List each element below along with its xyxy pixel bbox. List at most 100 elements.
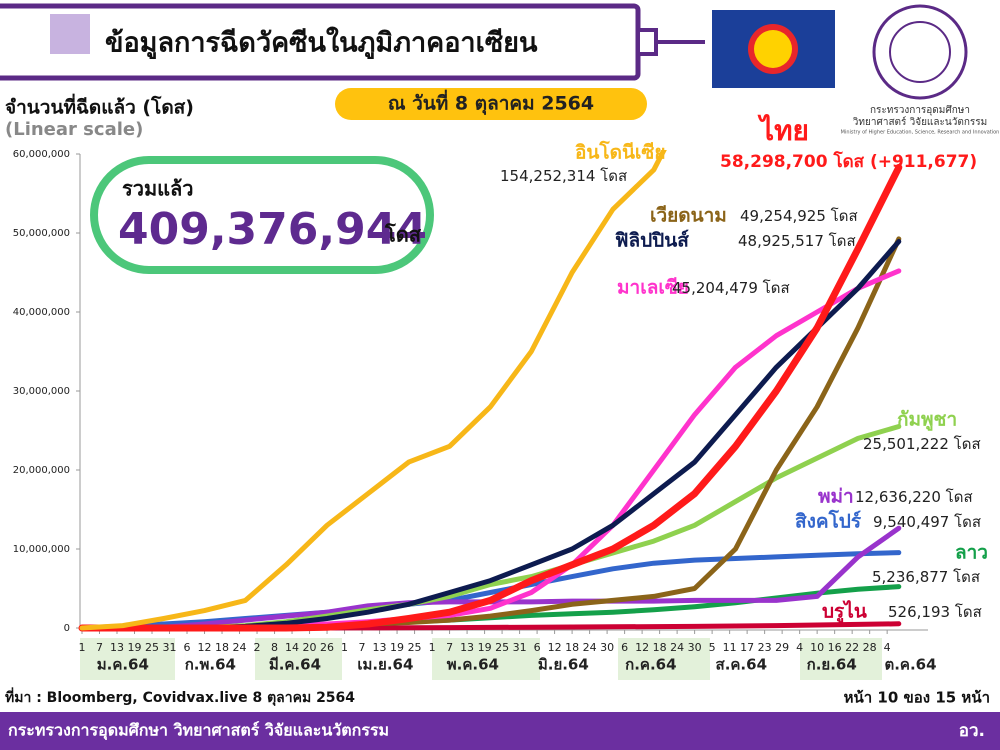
legend-label: เวียดนาม: [650, 205, 727, 227]
y-tick-label: 0: [64, 623, 70, 634]
total-unit: โดส: [384, 223, 422, 247]
x-tick-label: 12: [635, 641, 649, 654]
x-tick-label: 13: [373, 641, 387, 654]
x-tick-label: 19: [390, 641, 404, 654]
value-label: 48,925,517: [738, 232, 824, 250]
y-tick-label: 30,000,000: [13, 386, 70, 397]
y-tick-label: 60,000,000: [13, 149, 70, 160]
value-label: 58,298,700: [720, 152, 828, 172]
series-line: [78, 163, 903, 632]
ministry-logo-inner: [889, 21, 951, 83]
month-label: ก.ค.64: [625, 656, 676, 674]
value-label-group: 25,501,222 โดส: [863, 435, 981, 453]
x-tick-label: 26: [320, 641, 334, 654]
x-tick-label: 18: [653, 641, 667, 654]
value-label: 45,204,479: [672, 279, 758, 297]
footer-ministry: กระทรวงการอุดมศึกษา วิทยาศาสตร์ วิจัยและ…: [8, 721, 389, 741]
ministry-line: กระทรวงการอุดมศึกษา: [870, 104, 970, 116]
unit-label: โดส: [600, 167, 627, 185]
x-tick-label: 1: [341, 641, 348, 654]
x-tick-label: 29: [775, 641, 789, 654]
x-tick-label: 17: [740, 641, 754, 654]
total-value: 409,376,944: [118, 204, 427, 255]
value-label: 9,540,497: [873, 513, 949, 531]
value-label-group: 526,193 โดส: [888, 603, 982, 621]
series-lines: [78, 150, 903, 632]
month-label: พ.ค.64: [447, 656, 499, 674]
x-tick-label: 20: [303, 641, 317, 654]
x-tick-label: 24: [233, 641, 247, 654]
x-tick-label: 10: [810, 641, 824, 654]
ministry-logo: [872, 4, 968, 100]
month-label: ส.ค.64: [716, 656, 767, 674]
unit-label: โดส: [955, 603, 982, 621]
legend-label: อินโดนีเซีย: [575, 141, 665, 164]
x-tick-label: 7: [359, 641, 366, 654]
value-label-group: 58,298,700 โดส (+911,677): [720, 151, 977, 172]
legend-label: ลาว: [955, 542, 988, 564]
unit-label: โดส: [954, 435, 981, 453]
value-label-group: 5,236,877 โดส: [872, 568, 980, 586]
value-label-group: 12,636,220 โดส: [855, 488, 973, 506]
x-tick-label: 5: [709, 641, 716, 654]
x-tick-label: 24: [670, 641, 684, 654]
value-label: 526,193: [888, 603, 950, 621]
total-box: [90, 156, 434, 274]
x-tick-label: 30: [600, 641, 614, 654]
series-line: [79, 239, 902, 631]
ministry-line: Ministry of Higher Education, Science, R…: [841, 130, 1000, 136]
x-tick-label: 8: [271, 641, 278, 654]
x-tick-label: 23: [758, 641, 772, 654]
value-label-group: 154,252,314 โดส: [500, 167, 627, 185]
unit-label: โดส: [831, 207, 858, 225]
title-accent: [50, 14, 90, 54]
y-tick-label: 10,000,000: [13, 544, 70, 555]
date-pill: [335, 88, 647, 120]
x-tick-label: 30: [688, 641, 702, 654]
x-tick-label: 31: [513, 641, 527, 654]
value-label: 12,636,220: [855, 488, 941, 506]
month-label: มี.ค.64: [269, 656, 321, 674]
unit-label: โดส: [953, 568, 980, 586]
month-label: มิ.ย.64: [538, 656, 589, 674]
date: ณ วันที่ 8 ตุลาคม 2564: [388, 90, 594, 116]
footer-short: อว.: [959, 721, 985, 741]
legend-label: กัมพูชา: [897, 409, 957, 432]
value-label-group: 48,925,517 โดส: [738, 232, 856, 250]
x-tick-label: 6: [184, 641, 191, 654]
x-tick-label: 28: [863, 641, 877, 654]
value-label: 154,252,314: [500, 167, 595, 185]
x-tick-label: 13: [110, 641, 124, 654]
month-label: ม.ค.64: [97, 656, 149, 674]
total-label: รวมแล้ว: [122, 177, 194, 201]
month-bands: [80, 638, 882, 680]
unit-label: โดส: [946, 488, 973, 506]
x-tick-label: 25: [408, 641, 422, 654]
x-tick-label: 7: [446, 641, 453, 654]
month-label: เม.ย.64: [357, 656, 413, 674]
x-tick-label: 22: [845, 641, 859, 654]
value-label-group: 45,204,479 โดส: [672, 279, 790, 297]
plot: 0 10,000,000 20,000,000 30,000,000 40,000,00…: [13, 149, 937, 674]
x-tick-label: 19: [128, 641, 142, 654]
value-label: 49,254,925: [740, 207, 826, 225]
x-tick-label: 13: [460, 641, 474, 654]
x-tick-label: 6: [534, 641, 541, 654]
change-label: (+911,677): [870, 152, 977, 172]
x-tick-label: 14: [285, 641, 299, 654]
unit-label: โดส: [763, 279, 790, 297]
x-tick-label: 7: [96, 641, 103, 654]
legend-label: มาเลเซีย: [617, 277, 689, 299]
source: ที่มา : Bloomberg, Covidvax.live 8 ตุลาค…: [5, 687, 355, 706]
legend-label: สิงคโปร์: [795, 510, 862, 533]
page-number: หน้า 10 ของ 15 หน้า: [844, 689, 990, 707]
title: ข้อมูลการฉีดวัคซีนในภูมิภาคอาเซียน: [105, 27, 538, 60]
value-label: 25,501,222: [863, 435, 949, 453]
x-tick-label: 1: [429, 641, 436, 654]
y-tick-label: 20,000,000: [13, 465, 70, 476]
x-tick-label: 1: [79, 641, 86, 654]
month-label: ก.ย.64: [807, 656, 857, 674]
x-tick-label: 12: [198, 641, 212, 654]
x-tick-label: 25: [495, 641, 509, 654]
